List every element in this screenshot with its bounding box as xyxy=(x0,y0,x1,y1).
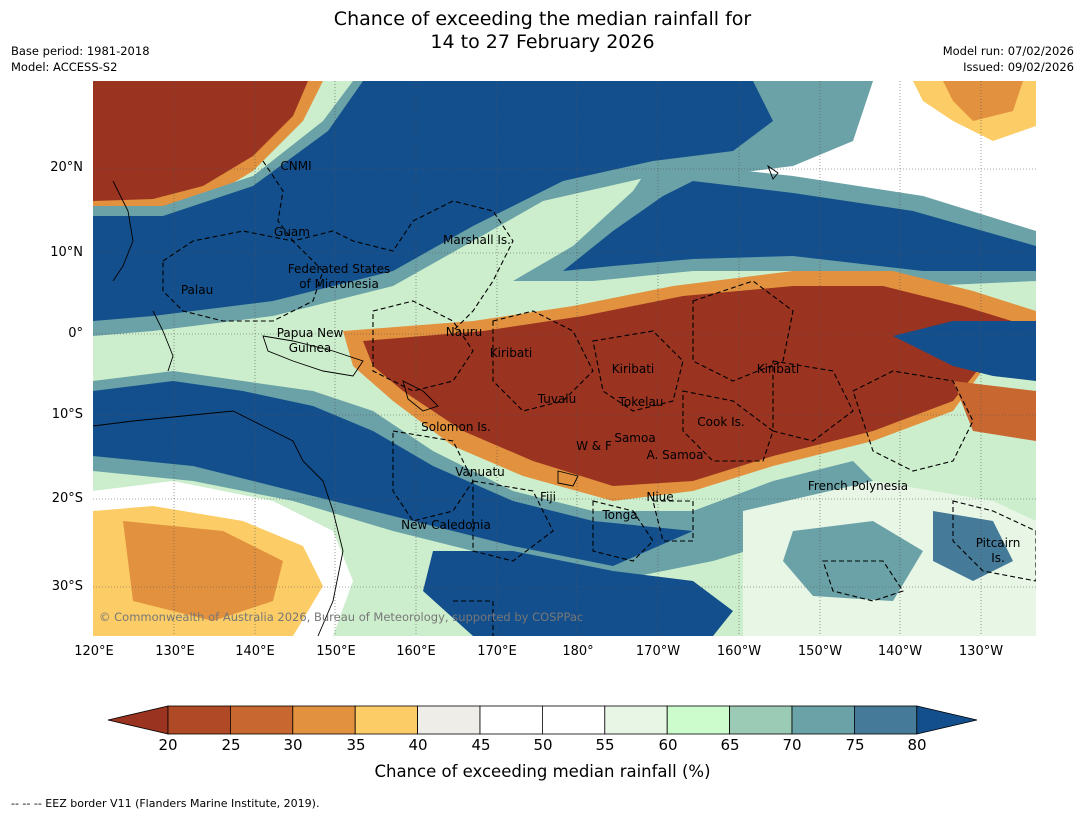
colorbar-segment-7 xyxy=(604,705,668,735)
graticule xyxy=(93,81,1036,636)
label-kiribati-central: Kiribati xyxy=(611,362,655,376)
lon-label-120e: 120°E xyxy=(74,644,114,659)
colorbar-tick-60: 60 xyxy=(658,736,678,754)
label-vanuatu: Vanuatu xyxy=(455,465,505,479)
colorbar-tick-50: 50 xyxy=(533,736,553,754)
label-cnmi: CNMI xyxy=(280,159,312,173)
label-png-line-2: Guinea xyxy=(288,341,332,355)
lat-label-0: 0° xyxy=(68,326,83,341)
lon-label-140e: 140°E xyxy=(235,644,275,659)
label-solomon-islands: Solomon Is. xyxy=(421,420,491,434)
label-wallis-futuna: W & F xyxy=(576,439,612,453)
eez-borders xyxy=(162,160,1036,636)
label-samoa: Samoa xyxy=(614,431,656,445)
label-kiribati-west: Kiribati xyxy=(489,346,533,360)
region-se-wet-patch-2 xyxy=(933,511,1013,581)
band-north-wet-2-core xyxy=(563,181,1036,271)
band-north-wet xyxy=(93,81,773,321)
band-south-wet-lower xyxy=(423,551,733,636)
colorbar-arrow-high xyxy=(916,705,978,735)
colorbar-arrow-low xyxy=(107,705,169,735)
label-tonga: Tonga xyxy=(602,508,638,522)
colorbar-segment-1 xyxy=(230,705,294,735)
colorbar-segment-4 xyxy=(417,705,481,735)
region-se-wet-patch xyxy=(783,521,923,601)
colorbar-segment-5 xyxy=(479,705,543,735)
equator-wet-east xyxy=(893,321,1036,381)
region-sw-orange xyxy=(123,521,283,621)
lat-label-30s: 30°S xyxy=(51,579,83,594)
colorbar-segment-6 xyxy=(541,705,606,735)
equator-dry-east xyxy=(953,381,1036,441)
label-pitcairn-line-2: Is. xyxy=(991,551,1005,565)
colorbar-segment-11 xyxy=(854,705,918,735)
colorbar-tick-30: 30 xyxy=(283,736,303,754)
colorbar-tick-40: 40 xyxy=(408,736,428,754)
label-png-line-1: Papua New xyxy=(276,326,344,340)
lon-label-130e: 130°E xyxy=(155,644,195,659)
map-title-line-2: 14 to 27 February 2026 xyxy=(430,31,655,53)
lat-label-10n: 10°N xyxy=(50,245,83,260)
issued-date: Issued: 09/02/2026 xyxy=(963,60,1074,74)
colorbar-tick-80: 80 xyxy=(907,736,927,754)
band-equator-dry xyxy=(363,286,1028,486)
lon-label-130w: 130°W xyxy=(958,644,1004,659)
band-north-orange xyxy=(943,81,1023,121)
lon-label-150e: 150°E xyxy=(316,644,356,659)
map-title-line-1: Chance of exceeding the median rainfall … xyxy=(333,8,752,30)
base-period: Base period: 1981-2018 xyxy=(11,44,150,58)
copyright-notice: © Commonwealth of Australia 2026, Bureau… xyxy=(99,610,584,624)
colorbar-segment-0 xyxy=(167,705,231,735)
colorbar-tick-55: 55 xyxy=(595,736,615,754)
colorbar-tick-35: 35 xyxy=(346,736,366,754)
colorbar-segment-8 xyxy=(666,705,731,735)
region-nw-dry xyxy=(93,81,308,201)
label-fsm-line-2: of Micronesia xyxy=(299,277,379,291)
model-name: Model: ACCESS-S2 xyxy=(11,60,118,74)
colorbar-tick-45: 45 xyxy=(471,736,491,754)
label-fsm-line-1: Federated States xyxy=(287,262,391,276)
colorbar-tick-65: 65 xyxy=(720,736,740,754)
label-guam: Guam xyxy=(274,225,310,239)
lon-label-160e: 160°E xyxy=(396,644,436,659)
colorbar-tick-75: 75 xyxy=(845,736,865,754)
label-marshall-islands: Marshall Is. xyxy=(443,233,511,247)
label-tokelau: Tokelau xyxy=(618,395,664,409)
colorbar-segment-10 xyxy=(791,705,855,735)
lat-label-20n: 20°N xyxy=(50,160,83,175)
label-tuvalu: Tuvalu xyxy=(537,392,577,406)
label-american-samoa: A. Samoa xyxy=(646,448,704,462)
colorbar-tick-25: 25 xyxy=(221,736,241,754)
label-niue: Niue xyxy=(646,490,674,504)
label-cook-islands: Cook Is. xyxy=(697,415,745,429)
lon-label-140w: 140°W xyxy=(877,644,923,659)
model-run-date: Model run: 07/02/2026 xyxy=(942,44,1074,58)
label-french-polynesia: French Polynesia xyxy=(807,479,909,493)
colorbar-segment-2 xyxy=(292,705,356,735)
colorbar-tick-20: 20 xyxy=(158,736,178,754)
lon-label-150w: 150°W xyxy=(797,644,843,659)
colorbar-segment-3 xyxy=(354,705,418,735)
label-palau: Palau xyxy=(180,283,214,297)
label-kiribati-east: Kiribati xyxy=(756,362,800,376)
lon-label-170w: 170°W xyxy=(635,644,681,659)
lat-label-10s: 10°S xyxy=(51,407,83,422)
label-pitcairn-line-1: Pitcairn xyxy=(975,536,1021,550)
colorbar-tick-70: 70 xyxy=(782,736,802,754)
lon-label-170e: 170°E xyxy=(477,644,517,659)
lat-label-20s: 20°S xyxy=(51,491,83,506)
eez-footnote: -- -- -- EEZ border V11 (Flanders Marine… xyxy=(11,797,320,810)
colorbar-label: Chance of exceeding median rainfall (%) xyxy=(374,762,711,781)
lon-label-160w: 160°W xyxy=(716,644,762,659)
label-fiji: Fiji xyxy=(539,490,557,504)
coastlines xyxy=(93,164,779,636)
label-new-caledonia: New Caledonia xyxy=(401,518,491,532)
lon-label-180: 180° xyxy=(562,644,594,659)
colorbar-segment-9 xyxy=(729,705,793,735)
label-nauru: Nauru xyxy=(445,325,483,339)
rainfall-probability-map xyxy=(93,81,1036,636)
colorbar xyxy=(107,705,978,735)
